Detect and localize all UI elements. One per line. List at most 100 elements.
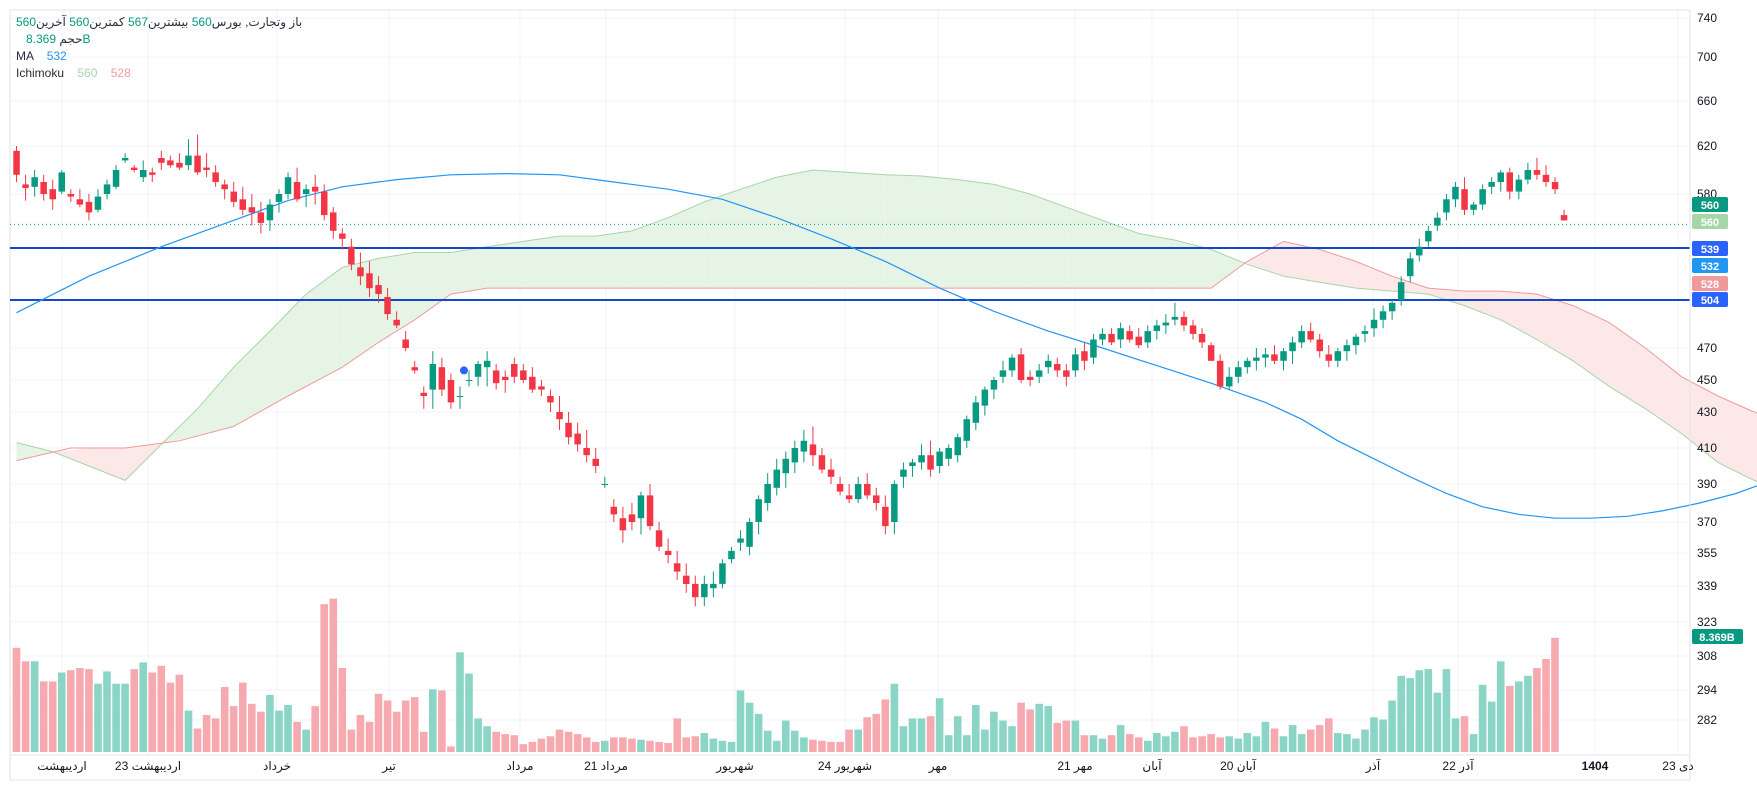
volume-bar bbox=[1017, 703, 1025, 752]
volume-bar bbox=[1443, 669, 1451, 752]
legend-volume-label: حجم bbox=[59, 32, 82, 46]
candle-body bbox=[1434, 218, 1441, 226]
candle-body bbox=[556, 412, 563, 419]
volume-bar bbox=[1135, 737, 1143, 752]
candle-body bbox=[457, 396, 464, 397]
volume-bar bbox=[701, 733, 709, 752]
volume-bar bbox=[1207, 734, 1215, 752]
legend-high-label: بیشترین bbox=[148, 15, 188, 29]
volume-bar bbox=[1524, 676, 1532, 752]
legend-ichimoku-row[interactable]: Ichimoku 560 528 bbox=[16, 65, 302, 82]
candle-body bbox=[1036, 370, 1043, 376]
volume-bar bbox=[176, 675, 184, 752]
chart-legend: باز وتجارت, بورس560 بیشترین567 کمترین560… bbox=[16, 14, 302, 82]
volume-bar bbox=[529, 742, 537, 752]
price-label-text: 532 bbox=[1701, 261, 1719, 273]
candle-body bbox=[728, 551, 735, 559]
candle-body bbox=[764, 484, 771, 503]
volume-bar bbox=[158, 666, 166, 752]
volume-bar bbox=[185, 711, 193, 752]
price-tick-label: 370 bbox=[1697, 515, 1717, 529]
volume-bar bbox=[1397, 676, 1405, 752]
volume-bar bbox=[1334, 733, 1342, 752]
volume-bar bbox=[212, 718, 220, 752]
candle-body bbox=[520, 370, 527, 380]
candle-body bbox=[348, 247, 355, 265]
volume-bar bbox=[474, 718, 482, 752]
candle-body bbox=[620, 518, 627, 530]
candle-body bbox=[1045, 361, 1052, 367]
volume-bar bbox=[673, 718, 681, 752]
candle-body bbox=[1172, 317, 1179, 320]
candle-body bbox=[1253, 358, 1260, 361]
legend-ma-value: 532 bbox=[47, 49, 67, 63]
volume-bar bbox=[664, 743, 672, 752]
candle-body bbox=[927, 455, 934, 469]
volume-bar bbox=[782, 721, 790, 752]
volume-bar bbox=[248, 704, 256, 752]
candle-body bbox=[167, 160, 174, 165]
candle-body bbox=[538, 386, 545, 389]
volume-bar bbox=[909, 718, 917, 752]
candle-body bbox=[412, 367, 419, 370]
candle-body bbox=[1461, 189, 1468, 210]
volume-bar bbox=[275, 711, 283, 752]
candle-body bbox=[1027, 377, 1034, 380]
price-tick-label: 620 bbox=[1697, 139, 1717, 153]
volume-bar bbox=[845, 730, 853, 752]
candle-body bbox=[864, 484, 871, 495]
candle-body bbox=[1018, 354, 1025, 380]
candle-body bbox=[448, 380, 455, 402]
candle-body bbox=[1407, 258, 1414, 276]
legend-low-value: 560 bbox=[69, 15, 89, 29]
candle-body bbox=[810, 444, 817, 455]
candle-body bbox=[801, 441, 808, 452]
volume-bar bbox=[1153, 733, 1161, 752]
volume-bar bbox=[339, 668, 347, 752]
candle-body bbox=[1552, 182, 1559, 189]
candle-body bbox=[1199, 334, 1206, 343]
legend-volume-row[interactable]: حجم 8.369B bbox=[16, 31, 302, 48]
cloud-segment-bullish bbox=[994, 184, 1030, 288]
legend-ma-row[interactable]: MA 532 bbox=[16, 48, 302, 65]
volume-bar bbox=[1425, 669, 1433, 752]
candle-body bbox=[1054, 364, 1061, 370]
volume-bar bbox=[954, 716, 962, 752]
volume-bar bbox=[1126, 734, 1134, 752]
volume-bar bbox=[67, 670, 75, 752]
volume-bar bbox=[149, 673, 157, 753]
price-tick-label: 355 bbox=[1697, 546, 1717, 560]
volume-bar bbox=[1108, 735, 1116, 752]
volume-bar bbox=[40, 681, 48, 752]
time-tick-label: 21 مهر bbox=[1057, 759, 1092, 774]
legend-ohlc-row: باز وتجارت, بورس560 بیشترین567 کمترین560… bbox=[16, 14, 302, 31]
candle-body bbox=[86, 202, 93, 213]
volume-bar bbox=[1388, 701, 1396, 753]
volume-bar bbox=[746, 703, 754, 752]
candle-body bbox=[511, 364, 518, 377]
candle-body bbox=[1181, 317, 1188, 326]
volume-bar bbox=[320, 604, 328, 752]
candle-body bbox=[59, 172, 66, 191]
candle-body bbox=[1009, 358, 1016, 371]
candle-body bbox=[638, 495, 645, 518]
volume-bar bbox=[854, 730, 862, 752]
volume-bar bbox=[1533, 668, 1541, 752]
legend-symbol[interactable]: باز وتجارت, بورس bbox=[212, 15, 302, 29]
candle-body bbox=[357, 267, 364, 276]
candle-body bbox=[502, 377, 509, 380]
candle-body bbox=[1525, 170, 1532, 180]
candle-body bbox=[194, 156, 201, 173]
cloud-segment-bullish bbox=[523, 236, 559, 288]
cloud-segment-bullish bbox=[958, 180, 994, 289]
candle-body bbox=[484, 361, 491, 367]
volume-bar bbox=[348, 730, 356, 752]
candle-body bbox=[1244, 361, 1251, 367]
volume-bar bbox=[1262, 722, 1270, 752]
volume-bar bbox=[655, 742, 663, 752]
candle-body bbox=[1136, 337, 1143, 346]
volume-bar bbox=[1352, 739, 1360, 752]
legend-ma-label: MA bbox=[16, 49, 33, 63]
volume-bar bbox=[791, 731, 799, 752]
candle-body bbox=[1208, 345, 1215, 361]
